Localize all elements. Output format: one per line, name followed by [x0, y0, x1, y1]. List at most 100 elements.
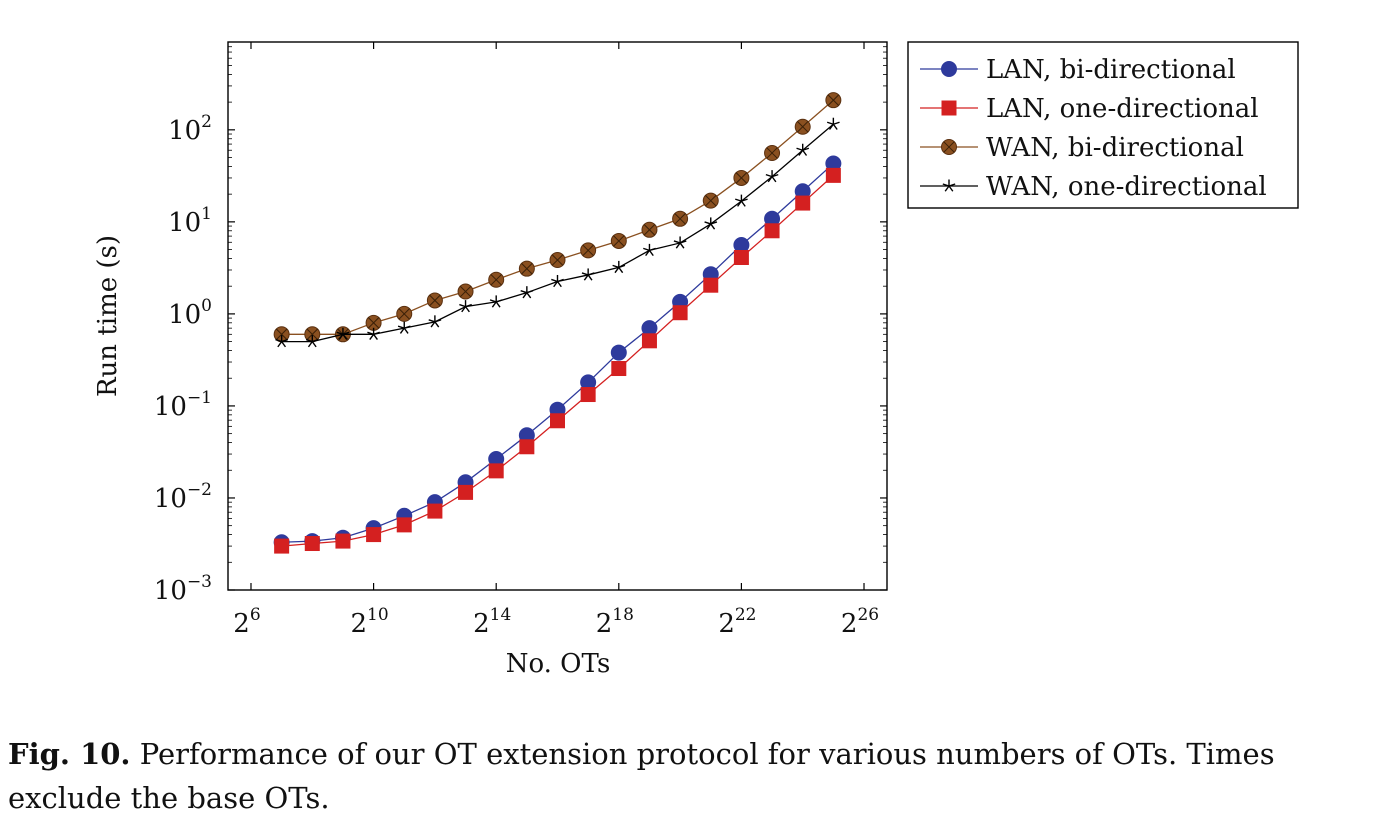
- star-arm: [587, 274, 593, 281]
- data-point-square: [550, 413, 565, 429]
- data-point-square: [396, 517, 412, 533]
- legend: LAN, bi-directional LAN, one-directional W…: [907, 41, 1299, 209]
- star-arm: [305, 338, 313, 343]
- data-point-star: [942, 179, 956, 192]
- star-arm: [495, 301, 501, 308]
- star-arm: [397, 325, 405, 329]
- otimes-cross: [827, 94, 840, 106]
- otimes-cross: [306, 328, 318, 340]
- data-point-square: [580, 387, 596, 403]
- data-point-star: [796, 143, 810, 156]
- star-arm: [338, 333, 344, 340]
- data-point-square: [335, 533, 351, 549]
- star-arm: [948, 183, 956, 187]
- otimes-cross: [521, 263, 533, 275]
- star-arm: [342, 331, 350, 335]
- star-arm: [551, 278, 558, 283]
- star-arm: [832, 123, 838, 130]
- data-point-square: [825, 167, 841, 183]
- data-point-square: [366, 527, 382, 543]
- star-arm: [741, 198, 748, 202]
- otimes-cross: [643, 224, 656, 236]
- data-point-square: [519, 439, 535, 455]
- data-point-otimes: [764, 144, 781, 161]
- data-point-star: [704, 217, 718, 230]
- star-arm: [587, 272, 595, 276]
- otimes-cross: [398, 308, 410, 320]
- plot-frame: [227, 41, 888, 591]
- otimes-cross: [459, 285, 472, 298]
- star-arm: [679, 240, 687, 244]
- data-point-circle: [941, 61, 957, 77]
- star-arm: [526, 292, 532, 299]
- legend-frame: [907, 41, 1299, 209]
- data-point-star: [336, 327, 350, 340]
- star-arm: [281, 341, 287, 348]
- star-arm: [737, 200, 742, 207]
- otimes-cross: [551, 254, 564, 266]
- data-point-star: [428, 315, 442, 328]
- star-arm: [802, 147, 810, 151]
- data-point-otimes: [733, 169, 750, 186]
- star-arm: [553, 281, 559, 288]
- star-arm: [583, 274, 589, 281]
- data-point-star: [489, 295, 503, 308]
- x-tick-label: 214: [473, 605, 511, 639]
- star-arm: [312, 338, 319, 343]
- star-arm: [434, 321, 440, 328]
- star-arm: [645, 249, 651, 257]
- data-point-otimes: [518, 260, 535, 277]
- data-point-square: [458, 484, 474, 500]
- data-point-otimes: [396, 305, 413, 322]
- star-arm: [710, 223, 716, 230]
- star-arm: [461, 306, 467, 313]
- y-axis-label: Run time (s): [93, 235, 123, 397]
- series-line: [281, 174, 834, 547]
- data-point-square: [304, 536, 320, 552]
- y-tick-label: 10−2: [154, 480, 212, 514]
- star-arm: [522, 292, 528, 299]
- data-point-otimes: [641, 221, 658, 238]
- star-arm: [399, 327, 405, 334]
- star-arm: [557, 278, 564, 283]
- star-arm: [581, 272, 589, 276]
- data-point-square: [427, 503, 443, 519]
- data-point-otimes: [365, 314, 382, 331]
- star-arm: [612, 264, 620, 269]
- chart: 26 210 214 218 222 226 10−3 10−2 10−1 100 101 102 N…: [93, 41, 1299, 679]
- star-arm: [430, 321, 436, 328]
- data-point-star: [305, 335, 319, 348]
- series-otimes: [273, 92, 842, 343]
- data-point-otimes: [794, 118, 811, 135]
- data-point-star: [581, 268, 595, 281]
- data-point-star: [275, 335, 289, 348]
- otimes-cross: [429, 294, 441, 307]
- star-arm: [643, 247, 650, 252]
- data-point-square: [488, 463, 504, 479]
- star-arm: [679, 242, 685, 249]
- series-line: [281, 163, 834, 543]
- star-arm: [520, 290, 528, 294]
- otimes-cross: [367, 317, 380, 329]
- data-point-square: [703, 277, 719, 293]
- otimes-cross: [735, 172, 748, 184]
- star-arm: [307, 341, 313, 348]
- legend-label: WAN, one-directional: [986, 172, 1267, 202]
- x-tick-label: 222: [718, 605, 756, 639]
- star-arm: [403, 327, 409, 334]
- series-line: [281, 99, 834, 335]
- star-arm: [489, 299, 497, 303]
- star-arm: [277, 341, 283, 348]
- data-point-otimes: [580, 242, 597, 259]
- x-tick-label: 210: [350, 605, 388, 639]
- star-arm: [404, 325, 411, 329]
- otimes-cross: [674, 213, 686, 225]
- star-arm: [796, 147, 803, 151]
- otimes-cross: [275, 328, 288, 340]
- x-tick-label: 218: [596, 605, 634, 639]
- star-arm: [673, 240, 681, 244]
- star-arm: [833, 121, 840, 125]
- data-point-otimes: [941, 139, 957, 155]
- star-arm: [428, 319, 436, 323]
- star-arm: [464, 306, 470, 313]
